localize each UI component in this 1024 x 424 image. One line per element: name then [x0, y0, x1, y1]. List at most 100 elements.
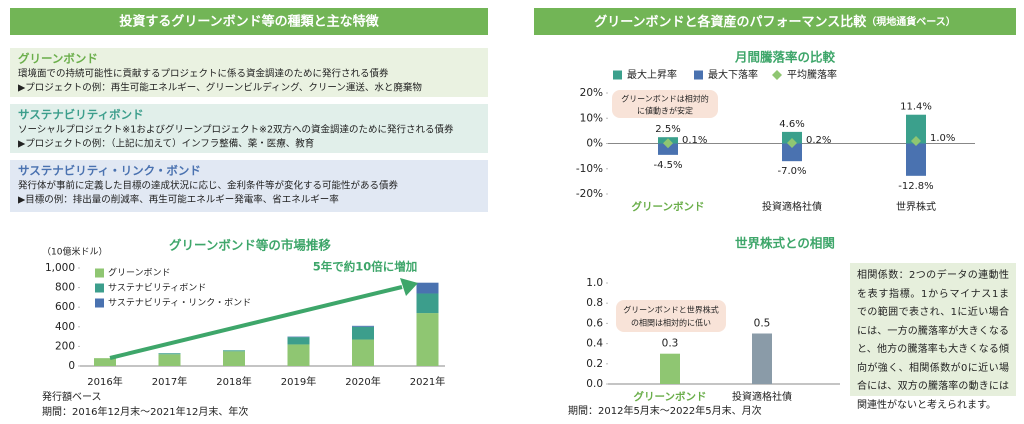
legend-label: 最大上昇率 — [627, 68, 677, 81]
bar-segment — [94, 358, 116, 366]
bar-segment — [352, 325, 374, 327]
x-tick-label: グリーンボンド — [632, 200, 705, 213]
y-tick-label: 200 — [55, 340, 75, 352]
bar-segment — [223, 350, 245, 352]
value-label: 2.5% — [655, 124, 680, 135]
legend-label: 最大下落率 — [708, 68, 758, 81]
bond-description: ソーシャルプロジェクト※1およびグリーンプロジェクト※2双方への資金調達のために… — [18, 124, 454, 136]
value-label: 4.6% — [779, 119, 804, 130]
y-tick-label: 600 — [55, 301, 75, 313]
legend-swatch — [95, 268, 104, 278]
value-label: 0.2% — [806, 135, 831, 146]
y-tick-label: 0.6 — [586, 317, 603, 329]
annotation: 5年で約10倍に増加 — [313, 260, 418, 274]
y-tick-label: 0.8 — [586, 297, 603, 309]
footnote: 期間：2012年5月末～2022年5月末、月次 — [568, 404, 762, 417]
bar-segment — [416, 293, 439, 314]
bond-name: グリーンボンド — [18, 52, 98, 66]
y-tick-label: -10% — [576, 163, 603, 175]
y-tick-label: -20% — [576, 188, 603, 200]
chart-title: 月間騰落率の比較 — [734, 50, 836, 65]
average-marker — [787, 137, 797, 148]
legend-label: サステナビリティボンド — [108, 283, 206, 294]
y-tick-label: 20% — [580, 87, 603, 99]
bond-box — [10, 48, 488, 97]
y-tick-label: 1.0 — [586, 277, 603, 289]
x-tick-label: 世界株式 — [896, 200, 936, 213]
annotation-box — [612, 90, 718, 118]
bar-segment — [287, 344, 310, 366]
legend-label: グリーンボンド — [108, 267, 171, 279]
bar — [906, 114, 926, 144]
legend-swatch — [772, 70, 782, 80]
x-tick-label: 2017年 — [152, 375, 187, 388]
value-label: -12.8% — [898, 181, 933, 192]
bond-name: サステナビリティボンド — [18, 108, 144, 122]
bar-segment — [352, 339, 374, 366]
bar-segment — [158, 354, 181, 366]
y-axis-label: （10億米ドル） — [42, 246, 107, 258]
bar — [658, 143, 678, 155]
annotation: の相関は相対的に低い — [631, 318, 711, 328]
average-marker — [911, 135, 921, 146]
y-tick-label: 0 — [68, 360, 75, 372]
value-label: 0.3 — [662, 338, 679, 350]
annotation: グリーンボンドは相対的 — [621, 94, 709, 104]
chart-title: グリーンボンド等の市場推移 — [169, 238, 331, 253]
bar — [752, 333, 772, 384]
average-marker — [663, 138, 673, 149]
y-tick-label: 1,000 — [45, 262, 75, 274]
chart-title: 世界株式との相関 — [735, 236, 835, 251]
footnote: 発行額ベース — [42, 390, 102, 403]
right-header: グリーンボンドと各資産のパフォーマンス比較（現地通貨ベース） — [594, 14, 956, 30]
legend-swatch — [95, 298, 104, 308]
bar-segment — [287, 337, 310, 345]
x-tick-label: 2016年 — [87, 375, 122, 388]
x-tick-label: 2021年 — [410, 375, 445, 388]
legend-label: 平均騰落率 — [787, 68, 837, 81]
value-label: 11.4% — [900, 102, 932, 113]
bar-segment — [416, 313, 439, 366]
x-tick-label: グリーンボンド — [634, 390, 707, 403]
annotation: に値動きが安定 — [637, 106, 693, 116]
value-label: 1.0% — [930, 133, 955, 144]
bond-box — [10, 104, 488, 153]
value-label: 0.1% — [682, 135, 707, 146]
x-tick-label: 投資適格社債 — [762, 200, 822, 213]
legend-label: サステナビリティ・リンク・ボンド — [108, 298, 251, 309]
bar-segment — [352, 326, 374, 340]
y-tick-label: 800 — [55, 282, 75, 294]
x-tick-label: 2019年 — [281, 375, 316, 388]
legend-swatch — [613, 70, 622, 80]
bond-example: ▶プロジェクトの例：（上記に加えて）インフラ整備、薬・医療、教育 — [18, 138, 314, 150]
bar-segment — [223, 351, 245, 366]
footnote: 期間：2016年12月末～2021年12月末、年次 — [42, 405, 248, 418]
right-header-subtitle: （現地通貨ベース） — [866, 15, 956, 28]
x-tick-label: 投資適格社債 — [732, 390, 792, 403]
bar — [906, 143, 926, 176]
bar — [782, 143, 802, 162]
bond-description: 環境面での持続可能性に貢献するプロジェクトに係る資金調達のために発行される債券 — [18, 68, 389, 80]
y-tick-label: 400 — [55, 321, 75, 333]
header-bar — [534, 8, 1016, 35]
bar — [660, 353, 680, 384]
legend-swatch — [694, 70, 703, 80]
annotation: グリーンボンドと世界株式 — [623, 305, 719, 315]
trend-arrow — [109, 285, 403, 360]
y-tick-label: 0% — [586, 138, 603, 150]
value-label: -7.0% — [777, 166, 806, 177]
trend-arrowhead — [400, 278, 418, 296]
bond-example: ▶目標の例：排出量の削減率、再生可能エネルギー発電率、省エネルギー率 — [18, 194, 339, 206]
left-header: 投資するグリーンボンド等の種類と主な特徴 — [119, 14, 379, 30]
bar-segment — [416, 282, 439, 294]
annotation-box — [616, 300, 726, 332]
y-tick-label: 10% — [580, 112, 603, 124]
y-tick-label: 0.0 — [586, 378, 603, 390]
right-header-title: グリーンボンドと各資産のパフォーマンス比較 — [594, 14, 867, 30]
x-tick-label: 2018年 — [216, 375, 251, 388]
bar — [782, 131, 802, 144]
legend-swatch — [95, 283, 104, 293]
bond-description: 発行体が事前に定義した目標の達成状況に応じ、金利条件等が変化する可能性がある債券 — [18, 180, 399, 192]
